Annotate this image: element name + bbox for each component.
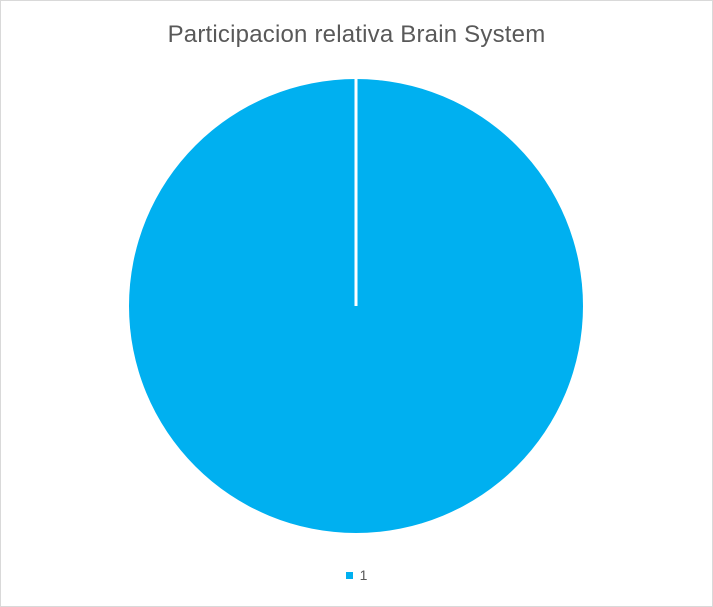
- chart-legend: 1: [1, 567, 712, 583]
- legend-item: 1: [345, 567, 368, 583]
- chart-title: Participacion relativa Brain System: [167, 21, 546, 48]
- legend-label: 1: [359, 567, 368, 583]
- legend-swatch: [345, 571, 353, 579]
